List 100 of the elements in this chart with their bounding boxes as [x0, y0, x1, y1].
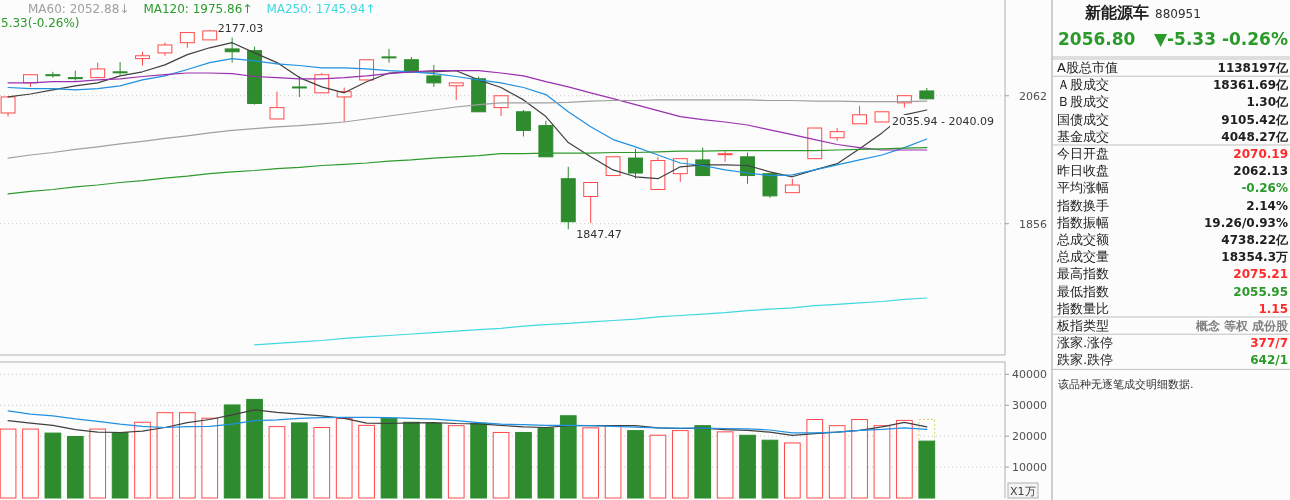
bar: [492, 431, 510, 499]
text: 18361.69亿: [1212, 78, 1288, 93]
category-label: Ｂ股成交: [1057, 94, 1109, 110]
candlestick: [426, 64, 442, 88]
text: 2056.80: [1058, 29, 1136, 49]
candlestick: [291, 75, 307, 98]
y-tick-label: 20000: [1012, 430, 1047, 444]
annotation: 5.33(-0.26%): [1, 16, 80, 30]
bar: [671, 430, 689, 499]
text: 2075.21: [1233, 267, 1288, 282]
bar: [246, 398, 263, 499]
bar: [223, 404, 241, 499]
text: 1138197亿: [1217, 61, 1288, 75]
text: 880951: [1155, 7, 1201, 21]
text: 2062.13: [1233, 164, 1288, 179]
text: 18354.3万: [1221, 250, 1288, 265]
bar: [22, 428, 39, 499]
y-tick-label: 10000: [1012, 461, 1047, 475]
text: -0.26%: [1221, 29, 1288, 49]
text: 4738.22亿: [1221, 233, 1288, 247]
bar: [134, 421, 151, 499]
candlestick: [112, 61, 128, 76]
candlestick: [381, 48, 397, 64]
bar: [851, 418, 868, 499]
bar: [268, 426, 286, 499]
candlestick: [762, 173, 778, 199]
category-label: 指数换手: [1056, 197, 1109, 213]
bar: [313, 427, 331, 499]
bar: [380, 417, 398, 499]
y-tick-label: 2062: [1019, 89, 1047, 103]
category-label: 涨家.涨停: [1057, 335, 1114, 351]
text: 该品种无逐笔成交明细数据.: [1058, 378, 1194, 392]
text: 19.26/0.93%: [1204, 215, 1288, 230]
text: 4048.27亿: [1221, 129, 1288, 144]
category-label: Ａ股成交: [1057, 77, 1109, 93]
text: ▼-5.33: [1153, 29, 1217, 49]
candlestick: [269, 91, 285, 120]
text: 377/7: [1250, 336, 1288, 351]
bar: [918, 440, 936, 499]
category-label: A股总市值: [1057, 60, 1118, 75]
text: 1.15: [1258, 301, 1288, 316]
bar: [806, 418, 824, 499]
annotation: 1847.47: [576, 228, 622, 242]
bar: [44, 432, 62, 499]
category-label: 昨日收盘: [1057, 163, 1109, 179]
bar: [403, 421, 420, 499]
bar: [828, 425, 846, 499]
candlestick: [224, 37, 240, 64]
line-series: [7, 147, 928, 195]
text: X1万: [1010, 485, 1036, 498]
candlestick: [628, 148, 643, 180]
category-label: 总成交量: [1056, 249, 1109, 265]
bar: [178, 412, 196, 499]
y-tick-label: 30000: [1012, 399, 1047, 413]
bar: [470, 422, 487, 499]
text: 2070.19: [1233, 147, 1288, 161]
bar: [89, 428, 107, 499]
category-label: 总成交额: [1056, 232, 1109, 247]
bar: [66, 435, 84, 499]
bar: [649, 434, 667, 499]
line-series: [254, 297, 928, 346]
annotation: 2035.94 - 2040.09: [891, 115, 994, 128]
category-label: 平均涨幅: [1057, 180, 1109, 196]
bar: [335, 418, 353, 499]
candlestick: [717, 150, 733, 163]
text: 新能源车: [1084, 3, 1149, 22]
category-label: 国债成交: [1057, 111, 1109, 127]
category-label: 板指类型: [1056, 318, 1109, 333]
bar: [156, 412, 174, 499]
bar: [515, 431, 532, 499]
bar: [716, 431, 734, 499]
category-label: 今日开盘: [1057, 146, 1109, 161]
bar: [784, 442, 801, 499]
bar: [111, 431, 129, 499]
bar: [873, 425, 891, 499]
annotation: 2177.03: [217, 21, 264, 35]
bar: [694, 425, 712, 499]
text: 2.14%: [1246, 198, 1288, 213]
bar: [0, 428, 17, 499]
bar: [559, 415, 577, 499]
text: 1.30亿: [1246, 95, 1288, 110]
candlestick: [516, 109, 531, 138]
bar: [582, 427, 600, 499]
text: MA60: 2052.88↓: [28, 2, 130, 16]
bar: [425, 423, 443, 499]
text: MA250: 1745.94↑: [266, 2, 376, 16]
bar: [627, 430, 644, 499]
bar: [604, 425, 622, 499]
y-tick-label: 40000: [1012, 368, 1047, 382]
text: 9105.42亿: [1221, 112, 1288, 127]
category-label: 指数量比: [1056, 300, 1109, 316]
candlestick: [336, 87, 352, 123]
text: 642/1: [1250, 353, 1288, 368]
bar: [537, 427, 555, 499]
bar: [201, 417, 219, 499]
category-label: 跌家.跌停: [1057, 352, 1114, 368]
category-label: 基金成交: [1057, 128, 1109, 144]
candlestick: [583, 182, 599, 224]
category-label: 最低指数: [1057, 283, 1109, 299]
text: 2055.95: [1233, 284, 1288, 299]
